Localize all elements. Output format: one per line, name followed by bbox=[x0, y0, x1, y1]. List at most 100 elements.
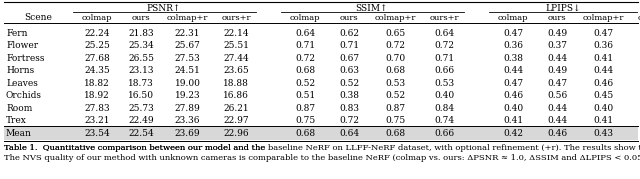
Text: PSNR↑: PSNR↑ bbox=[147, 4, 181, 13]
Text: 18.73: 18.73 bbox=[128, 79, 154, 88]
Text: ours+r: ours+r bbox=[429, 13, 459, 21]
Text: 16.86: 16.86 bbox=[223, 91, 249, 100]
Text: colmap: colmap bbox=[290, 13, 320, 21]
Text: ours+r: ours+r bbox=[221, 13, 251, 21]
Text: 19.23: 19.23 bbox=[175, 91, 200, 100]
Text: Table 1.  Quantitative comparison between our model and the baseline NeRF on LLF: Table 1. Quantitative comparison between… bbox=[4, 144, 640, 152]
Text: 24.51: 24.51 bbox=[175, 66, 200, 75]
Text: 0.66: 0.66 bbox=[434, 129, 454, 138]
Text: 0.84: 0.84 bbox=[434, 104, 454, 113]
Text: 0.41: 0.41 bbox=[593, 54, 614, 63]
Text: 0.47: 0.47 bbox=[593, 29, 614, 38]
Text: 0.74: 0.74 bbox=[434, 116, 454, 125]
Text: 0.68: 0.68 bbox=[295, 66, 315, 75]
Text: 23.65: 23.65 bbox=[223, 66, 249, 75]
Text: 0.41: 0.41 bbox=[503, 116, 523, 125]
Text: 0.64: 0.64 bbox=[295, 29, 315, 38]
Text: 0.70: 0.70 bbox=[385, 54, 406, 63]
Text: 0.51: 0.51 bbox=[295, 91, 315, 100]
Text: 18.82: 18.82 bbox=[84, 79, 110, 88]
Text: 0.43: 0.43 bbox=[593, 129, 614, 138]
Text: 0.44: 0.44 bbox=[547, 116, 567, 125]
Text: 0.83: 0.83 bbox=[339, 104, 359, 113]
Text: Table 1.  Quantitative comparison between our model and the: Table 1. Quantitative comparison between… bbox=[4, 144, 268, 152]
Text: 27.83: 27.83 bbox=[84, 104, 110, 113]
Text: 0.87: 0.87 bbox=[385, 104, 406, 113]
Text: Mean: Mean bbox=[6, 129, 32, 138]
Text: 21.83: 21.83 bbox=[128, 29, 154, 38]
Text: Trex: Trex bbox=[6, 116, 27, 125]
Text: 0.52: 0.52 bbox=[339, 79, 359, 88]
Text: SSIM↑: SSIM↑ bbox=[356, 4, 388, 13]
Text: 19.00: 19.00 bbox=[175, 79, 200, 88]
Text: 0.71: 0.71 bbox=[295, 41, 315, 50]
Text: 0.44: 0.44 bbox=[547, 104, 567, 113]
Text: 0.47: 0.47 bbox=[503, 79, 523, 88]
Text: 22.96: 22.96 bbox=[223, 129, 249, 138]
Text: Room: Room bbox=[6, 104, 33, 113]
Text: 22.31: 22.31 bbox=[175, 29, 200, 38]
Text: 0.53: 0.53 bbox=[385, 79, 406, 88]
Text: 0.46: 0.46 bbox=[547, 129, 567, 138]
Text: 0.52: 0.52 bbox=[295, 79, 315, 88]
Text: 0.67: 0.67 bbox=[339, 54, 359, 63]
Text: 22.24: 22.24 bbox=[84, 29, 109, 38]
Text: 25.25: 25.25 bbox=[84, 41, 110, 50]
Text: 22.14: 22.14 bbox=[223, 29, 249, 38]
Text: 0.87: 0.87 bbox=[295, 104, 315, 113]
Text: 0.62: 0.62 bbox=[339, 29, 359, 38]
Text: 0.52: 0.52 bbox=[385, 91, 406, 100]
Text: 27.68: 27.68 bbox=[84, 54, 110, 63]
Text: 0.49: 0.49 bbox=[547, 29, 567, 38]
Text: 0.64: 0.64 bbox=[434, 29, 454, 38]
Text: ours+r: ours+r bbox=[637, 13, 640, 21]
Text: 16.50: 16.50 bbox=[128, 91, 154, 100]
Text: 0.72: 0.72 bbox=[295, 54, 315, 63]
Text: Orchids: Orchids bbox=[6, 91, 42, 100]
Text: 0.47: 0.47 bbox=[547, 79, 567, 88]
Text: 0.38: 0.38 bbox=[503, 54, 523, 63]
Text: colmap: colmap bbox=[82, 13, 112, 21]
Text: Scene: Scene bbox=[24, 13, 52, 23]
Text: 23.69: 23.69 bbox=[175, 129, 200, 138]
Text: 0.63: 0.63 bbox=[339, 66, 359, 75]
Text: 0.65: 0.65 bbox=[385, 29, 406, 38]
Text: 0.46: 0.46 bbox=[593, 79, 614, 88]
Text: 25.67: 25.67 bbox=[175, 41, 200, 50]
Text: Fortress: Fortress bbox=[6, 54, 45, 63]
Text: 25.34: 25.34 bbox=[128, 41, 154, 50]
Text: Leaves: Leaves bbox=[6, 79, 38, 88]
Text: 0.44: 0.44 bbox=[503, 66, 523, 75]
Text: 27.53: 27.53 bbox=[175, 54, 200, 63]
Text: 0.68: 0.68 bbox=[385, 129, 406, 138]
Text: 0.36: 0.36 bbox=[593, 41, 614, 50]
Text: 0.72: 0.72 bbox=[385, 41, 406, 50]
Text: 23.36: 23.36 bbox=[175, 116, 200, 125]
Text: 27.44: 27.44 bbox=[223, 54, 249, 63]
Text: 0.42: 0.42 bbox=[503, 129, 523, 138]
Text: 23.21: 23.21 bbox=[84, 116, 109, 125]
Text: 0.40: 0.40 bbox=[503, 104, 523, 113]
Text: 23.13: 23.13 bbox=[128, 66, 154, 75]
Text: colmap+r: colmap+r bbox=[375, 13, 416, 21]
Text: 0.71: 0.71 bbox=[434, 54, 454, 63]
Text: Flower: Flower bbox=[6, 41, 38, 50]
Text: 0.44: 0.44 bbox=[547, 54, 567, 63]
Text: 0.38: 0.38 bbox=[339, 91, 359, 100]
Text: 23.54: 23.54 bbox=[84, 129, 110, 138]
Text: colmap: colmap bbox=[498, 13, 528, 21]
Text: 25.51: 25.51 bbox=[223, 41, 249, 50]
Text: 0.40: 0.40 bbox=[593, 104, 614, 113]
Text: Fern: Fern bbox=[6, 29, 28, 38]
Text: 0.68: 0.68 bbox=[385, 66, 406, 75]
Text: 0.41: 0.41 bbox=[593, 116, 614, 125]
Text: 25.73: 25.73 bbox=[128, 104, 154, 113]
Text: 18.88: 18.88 bbox=[223, 79, 249, 88]
Text: 0.72: 0.72 bbox=[434, 41, 454, 50]
Text: 22.49: 22.49 bbox=[128, 116, 154, 125]
Text: LPIPS↓: LPIPS↓ bbox=[545, 4, 580, 13]
Text: 0.64: 0.64 bbox=[339, 129, 359, 138]
Text: ours: ours bbox=[132, 13, 150, 21]
Text: 0.37: 0.37 bbox=[547, 41, 567, 50]
Text: ours: ours bbox=[340, 13, 358, 21]
